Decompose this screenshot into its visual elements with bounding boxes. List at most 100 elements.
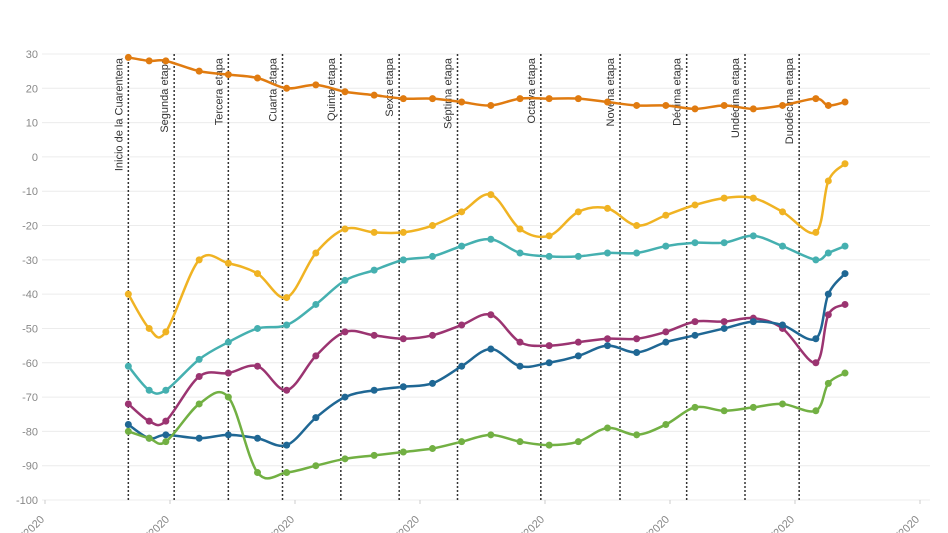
data-point: [429, 331, 436, 339]
data-point: [662, 242, 670, 250]
data-point: [720, 239, 728, 247]
series-line: [127, 303, 846, 427]
data-point: [841, 300, 849, 308]
data-point: [841, 98, 849, 106]
y-tick-label: -60: [22, 358, 38, 370]
data-point: [812, 407, 820, 415]
data-point: [487, 101, 495, 109]
data-point: [341, 393, 349, 401]
data-point: [124, 53, 132, 61]
data-point: [370, 451, 378, 459]
y-tick-label: 20: [26, 83, 38, 95]
data-point: [370, 266, 378, 274]
data-point: [195, 256, 203, 264]
data-point: [841, 270, 849, 278]
data-point: [516, 438, 524, 446]
y-tick-label: -50: [22, 323, 38, 335]
data-point: [779, 101, 786, 109]
data-point: [195, 67, 203, 75]
data-point: [487, 431, 495, 439]
data-point: [312, 81, 320, 89]
data-point: [662, 211, 670, 219]
data-point: [633, 335, 641, 343]
data-point: [283, 386, 291, 394]
stage-label: Inicio de la Cuarentena: [113, 57, 125, 171]
stage-label: Octava etapa: [526, 57, 538, 123]
data-point: [841, 242, 849, 250]
data-point: [720, 318, 728, 326]
data-point: [145, 324, 153, 332]
stage-label: Undécima etapa: [730, 57, 742, 138]
data-point: [720, 194, 728, 202]
stage-label: Segunda etapa: [159, 57, 171, 133]
data-point: [691, 201, 699, 209]
data-point: [312, 462, 320, 470]
data-point: [604, 98, 611, 106]
x-tick-label: /2020: [519, 514, 547, 533]
data-point: [283, 469, 291, 477]
data-point: [429, 252, 436, 260]
y-tick-label: 30: [26, 49, 38, 61]
data-point: [633, 348, 641, 356]
data-point: [604, 335, 611, 343]
data-point: [812, 95, 820, 103]
data-point: [399, 383, 407, 391]
data-point: [399, 448, 407, 456]
data-point: [516, 338, 524, 346]
data-point: [604, 204, 611, 212]
data-point: [162, 57, 170, 65]
x-tick-label: /2020: [769, 514, 797, 533]
data-point: [429, 445, 436, 453]
data-point: [691, 403, 699, 411]
data-point: [662, 421, 670, 429]
data-point: [195, 400, 203, 408]
data-point: [254, 469, 261, 477]
data-point: [824, 290, 832, 298]
data-point: [254, 270, 261, 278]
data-point: [545, 95, 553, 103]
data-point: [749, 194, 757, 202]
y-tick-label: -90: [22, 461, 38, 473]
data-point: [162, 438, 170, 446]
stage-label: Tercera etapa: [213, 57, 225, 125]
data-point: [283, 294, 291, 302]
data-point: [545, 342, 553, 350]
data-point: [574, 95, 582, 103]
data-point: [662, 338, 670, 346]
data-point: [162, 417, 170, 425]
data-point: [341, 88, 349, 96]
data-point: [341, 455, 349, 463]
data-point: [254, 324, 261, 332]
data-point: [341, 225, 349, 233]
data-point: [574, 438, 582, 446]
data-point: [145, 57, 153, 65]
data-point: [691, 318, 699, 326]
data-point: [458, 362, 466, 370]
y-tick-label: -30: [22, 255, 38, 267]
data-point: [487, 235, 495, 243]
data-point: [124, 427, 132, 435]
y-tick-label: -80: [22, 426, 38, 438]
data-point: [824, 379, 832, 387]
data-point: [224, 369, 232, 377]
data-point: [124, 421, 132, 429]
x-tick-label: /2020: [269, 514, 297, 533]
data-point: [779, 321, 786, 329]
data-point: [124, 362, 132, 370]
data-point: [399, 95, 407, 103]
data-point: [604, 249, 611, 257]
data-point: [487, 345, 495, 353]
y-tick-label: -70: [22, 392, 38, 404]
data-point: [779, 242, 786, 250]
data-point: [429, 379, 436, 387]
data-point: [195, 372, 203, 380]
y-tick-label: 0: [32, 152, 38, 164]
data-point: [195, 434, 203, 442]
data-point: [749, 318, 757, 326]
data-point: [224, 338, 232, 346]
data-point: [720, 407, 728, 415]
stage-label: Cuarta etapa: [268, 57, 280, 121]
data-point: [662, 328, 670, 336]
x-tick-label: /2020: [144, 514, 172, 533]
data-point: [812, 256, 820, 264]
